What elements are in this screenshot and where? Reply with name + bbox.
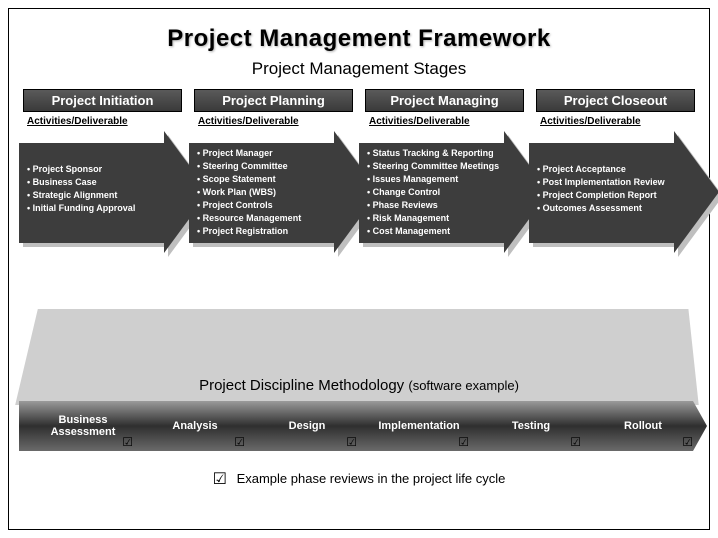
diagram-frame: Project Management Framework Project Man… bbox=[8, 8, 710, 530]
stage-item: Issues Management bbox=[367, 173, 502, 186]
phase-check-icon: ☑ bbox=[682, 435, 693, 449]
stage-item: Business Case bbox=[27, 176, 162, 189]
stage-item: Work Plan (WBS) bbox=[197, 186, 332, 199]
phase-label: Design bbox=[243, 420, 371, 432]
stage-arrow-3: Project AcceptancePost Implementation Re… bbox=[529, 129, 718, 257]
stage-item: Project Registration bbox=[197, 225, 332, 238]
stage-item: Phase Reviews bbox=[367, 199, 502, 212]
main-title: Project Management Framework bbox=[23, 25, 695, 53]
stage-arrows: Project SponsorBusiness CaseStrategic Al… bbox=[23, 129, 695, 279]
funnel-shape bbox=[9, 309, 709, 409]
phase-chevron-3: Implementation☑ bbox=[355, 401, 483, 451]
phase-chevron-0: BusinessAssessment☑ bbox=[19, 401, 147, 451]
stage-header: Project Initiation bbox=[23, 89, 182, 112]
stage-item: Post Implementation Review bbox=[537, 176, 672, 189]
phase-label: Rollout bbox=[579, 420, 707, 432]
stage-item: Outcomes Assessment bbox=[537, 202, 672, 215]
footer-text: Example phase reviews in the project lif… bbox=[237, 471, 506, 486]
footer-note: ☑ Example phase reviews in the project l… bbox=[9, 469, 709, 489]
stage-item: Project Sponsor bbox=[27, 163, 162, 176]
phase-chevron-1: Analysis☑ bbox=[131, 401, 259, 451]
stage-item: Scope Statement bbox=[197, 173, 332, 186]
stage-header: Project Managing bbox=[365, 89, 524, 112]
phase-chevron-4: Testing☑ bbox=[467, 401, 595, 451]
discipline-title: Project Discipline Methodology (software… bbox=[9, 377, 709, 394]
stage-items: Status Tracking & ReportingSteering Comm… bbox=[367, 147, 502, 238]
stage-item: Cost Management bbox=[367, 225, 502, 238]
subtitle: Project Management Stages bbox=[23, 59, 695, 79]
stage-items: Project ManagerSteering CommitteeScope S… bbox=[197, 147, 332, 238]
discipline-paren: (software example) bbox=[408, 378, 519, 393]
phase-chevron-5: Rollout ☑ bbox=[579, 401, 707, 451]
stages-header-row: Project Initiation Activities/Deliverable… bbox=[23, 89, 695, 127]
stage-subheader: Activities/Deliverable bbox=[365, 116, 524, 127]
stage-col-2: Project Managing Activities/Deliverable bbox=[365, 89, 524, 127]
stage-subheader: Activities/Deliverable bbox=[23, 116, 182, 127]
stage-arrow-2: Status Tracking & ReportingSteering Comm… bbox=[359, 129, 549, 257]
stage-col-1: Project Planning Activities/Deliverable bbox=[194, 89, 353, 127]
stage-col-3: Project Closeout Activities/Deliverable bbox=[536, 89, 695, 127]
stage-item: Risk Management bbox=[367, 212, 502, 225]
phase-chevron-2: Design☑ bbox=[243, 401, 371, 451]
checkbox-icon: ☑ bbox=[213, 471, 227, 488]
stage-item: Strategic Alignment bbox=[27, 189, 162, 202]
phase-chevron-row: BusinessAssessment☑Analysis☑Design☑Imple… bbox=[19, 401, 699, 453]
phase-label: Testing bbox=[467, 420, 595, 432]
stage-subheader: Activities/Deliverable bbox=[194, 116, 353, 127]
stage-item: Initial Funding Approval bbox=[27, 202, 162, 215]
discipline-title-text: Project Discipline Methodology bbox=[199, 377, 404, 394]
stage-item: Steering Committee bbox=[197, 160, 332, 173]
stage-item: Project Completion Report bbox=[537, 189, 672, 202]
stage-item: Project Controls bbox=[197, 199, 332, 212]
phase-label: Implementation bbox=[355, 420, 483, 432]
stage-item: Resource Management bbox=[197, 212, 332, 225]
stage-items: Project AcceptancePost Implementation Re… bbox=[537, 163, 672, 215]
stage-items: Project SponsorBusiness CaseStrategic Al… bbox=[27, 163, 162, 215]
stage-header: Project Planning bbox=[194, 89, 353, 112]
stage-item: Project Acceptance bbox=[537, 163, 672, 176]
stage-header: Project Closeout bbox=[536, 89, 695, 112]
stage-item: Project Manager bbox=[197, 147, 332, 160]
stage-arrow-1: Project ManagerSteering CommitteeScope S… bbox=[189, 129, 379, 257]
stage-subheader: Activities/Deliverable bbox=[536, 116, 695, 127]
stage-item: Status Tracking & Reporting bbox=[367, 147, 502, 160]
stage-arrow-0: Project SponsorBusiness CaseStrategic Al… bbox=[19, 129, 209, 257]
stage-item: Change Control bbox=[367, 186, 502, 199]
stage-item: Steering Committee Meetings bbox=[367, 160, 502, 173]
stage-col-0: Project Initiation Activities/Deliverable bbox=[23, 89, 182, 127]
phase-label: Analysis bbox=[131, 420, 259, 432]
